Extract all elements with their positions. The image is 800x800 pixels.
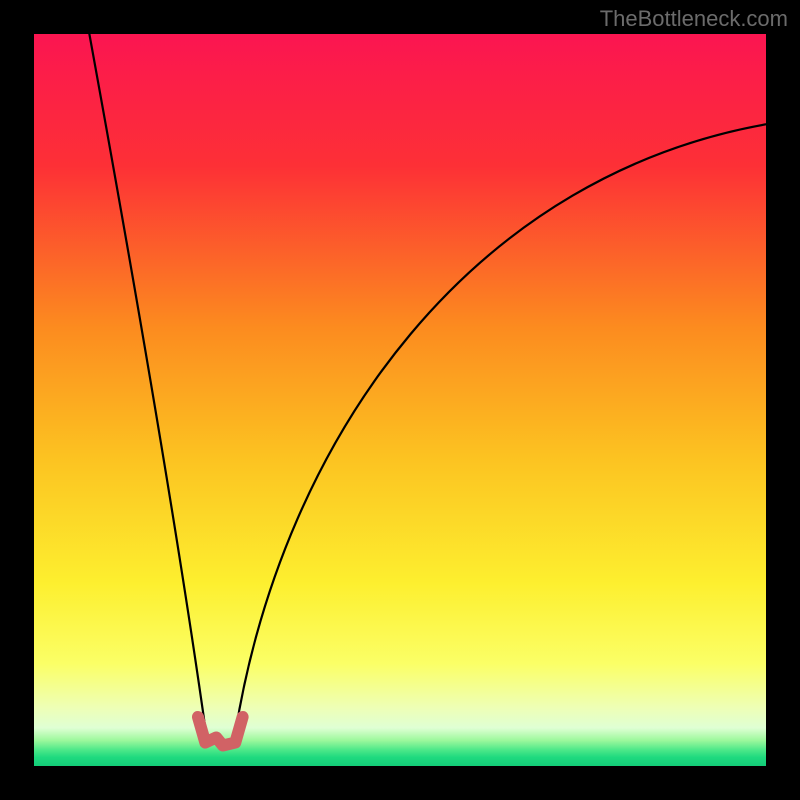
watermark-text: TheBottleneck.com bbox=[600, 6, 788, 32]
bottleneck-chart bbox=[0, 0, 800, 800]
plot-background bbox=[34, 34, 766, 766]
